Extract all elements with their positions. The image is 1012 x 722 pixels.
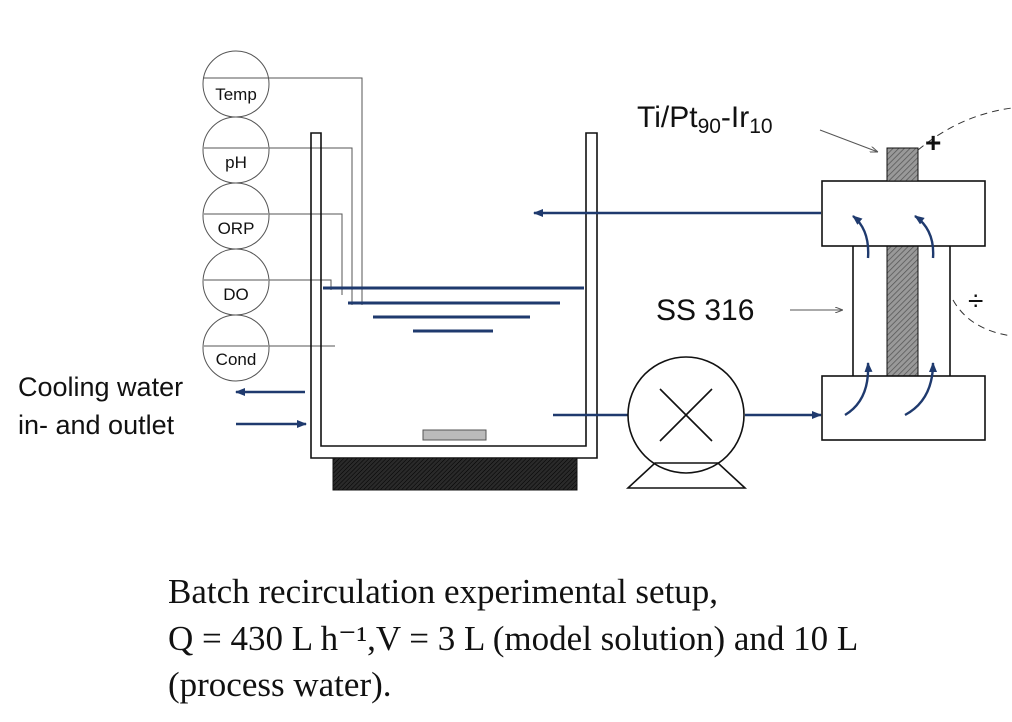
sensor-label: pH [225,153,247,172]
caption-line: (process water). [168,665,392,704]
sensor-label: ORP [218,219,255,238]
pump-symbol [659,388,713,442]
caption-line: Q = 430 L h⁻¹,V = 3 L (model solution) a… [168,619,858,658]
pump [627,356,745,474]
tank [310,132,598,459]
label-part: 90 [698,115,721,138]
cell-bottom [821,375,986,441]
label-part: 10 [749,115,772,138]
sensor-label: DO [223,285,249,304]
sensor-label: Temp [215,85,257,104]
cathode [886,245,919,377]
caption-line: Batch recirculation experimental setup, [168,572,718,611]
water-level [323,286,584,333]
cathode-label: SS 316 [656,294,754,327]
label-part: -Ir [721,101,749,134]
pointer [819,129,878,152]
sensor-lines [268,77,363,347]
label-part: Ti/Pt [637,101,698,134]
wire [917,107,1012,151]
stirrer-plate [332,457,578,491]
anode-label: Ti/Pt90-Ir10 [637,101,773,138]
stir-bar [422,429,487,441]
anode [886,147,919,182]
minus-sign: ÷ [968,285,983,316]
cooling-label: Cooling water [18,372,183,402]
wire [952,299,1012,337]
cooling-label: in- and outlet [18,410,175,440]
flow-arrows [844,215,937,417]
sensor-label: Cond [216,350,257,369]
pump-base [625,462,748,489]
plus-sign: + [925,127,941,158]
sensor-probes [202,50,270,382]
cell-top [821,180,986,247]
